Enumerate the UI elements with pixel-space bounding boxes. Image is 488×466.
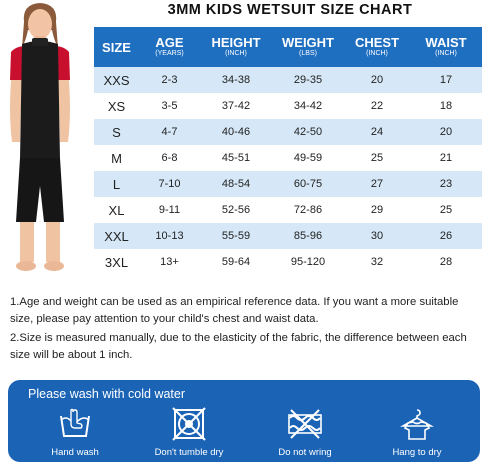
care-item-no-tumble-dry: Don't tumble dry [144,406,234,458]
chest-cell: 32 [370,256,384,268]
header-height: HEIGHT (INCH) [200,27,272,67]
waist-cell: 28 [439,256,453,268]
waist-cell: 17 [410,67,482,93]
height-cell: 37-42 [221,100,251,112]
table-row: L 7-10 48-54 60-75 27 23 [94,171,482,197]
notes: 1.Age and weight can be used as an empir… [10,294,480,364]
age-cell: 10-13 [139,223,200,249]
chest-cell: 30 [344,223,410,249]
chest-cell: 24 [344,119,410,145]
hand-wash-icon [60,408,90,437]
care-label: Don't tumble dry [154,447,224,458]
no-wring-icon [288,409,322,439]
care-item-hand-wash: Hand wash [30,406,120,458]
header-size: SIZE [94,27,139,67]
care-title: Please wash with cold water [28,387,186,401]
size-cell: S [94,119,139,145]
waist-cell: 21 [439,152,453,164]
size-cell: M [111,150,122,166]
weight-cell: 85-96 [272,223,344,249]
height-cell: 40-46 [200,119,272,145]
table-row: S 4-7 40-46 42-50 24 20 [94,119,482,145]
care-item-hang-dry: Hang to dry [372,406,462,458]
waist-cell: 18 [439,100,453,112]
chart-title: 3MM KIDS WETSUIT SIZE CHART [167,2,413,18]
size-table: SIZE AGE (YEARS) HEIGHT (INCH) WEIGHT (LBS)… [94,27,482,275]
table-row: 3XL 13+ 59-64 95-120 32 28 [94,249,482,275]
header-chest: CHEST (INCH) [344,27,410,67]
age-cell: 7-10 [139,171,200,197]
weight-cell: 42-50 [272,119,344,145]
height-cell: 45-51 [221,152,251,164]
waist-cell: 26 [410,223,482,249]
care-label: Hang to dry [392,447,442,458]
size-cell: XL [108,202,125,218]
weight-cell: 60-75 [272,171,344,197]
weight-cell: 95-120 [290,256,326,268]
table-row: XL 9-11 52-56 72-86 29 25 [94,197,482,223]
age-cell: 3-5 [161,100,178,112]
size-cell: XXS [94,67,139,93]
weight-cell: 34-42 [293,100,323,112]
age-cell: 9-11 [158,204,181,216]
product-photo [10,3,70,271]
age-cell: 13+ [160,256,179,268]
age-cell: 4-7 [139,119,200,145]
height-cell: 59-64 [221,256,251,268]
chest-cell: 25 [370,152,384,164]
height-cell: 48-54 [200,171,272,197]
hang-dry-icon [399,409,435,440]
care-instructions-panel: Please wash with cold water Hand wash Do… [8,380,480,462]
chest-cell: 22 [370,100,384,112]
size-cell: XXL [94,223,139,249]
age-cell: 6-8 [161,152,178,164]
weight-cell: 49-59 [293,152,323,164]
size-cell: 3XL [104,254,129,270]
care-label: Do not wring [278,447,332,458]
care-item-no-wring: Do not wring [260,406,350,458]
waist-cell: 20 [410,119,482,145]
care-label: Hand wash [51,447,99,458]
header-row: SIZE AGE (YEARS) HEIGHT (INCH) WEIGHT (LBS)… [94,27,482,67]
age-cell: 2-3 [139,67,200,93]
waist-cell: 23 [410,171,482,197]
table-row: XXL 10-13 55-59 85-96 30 26 [94,223,482,249]
chest-cell: 29 [370,204,384,216]
note-age-weight: 1.Age and weight can be used as an empir… [10,296,459,325]
header-age: AGE (YEARS) [139,27,200,67]
table-row: XS 3-5 37-42 34-42 22 18 [94,93,482,119]
header-weight: WEIGHT (LBS) [272,27,344,67]
no-tumble-dry-icon [172,407,206,441]
weight-cell: 72-86 [293,204,323,216]
table-row: M 6-8 45-51 49-59 25 21 [94,145,482,171]
height-cell: 55-59 [200,223,272,249]
height-cell: 52-56 [221,204,251,216]
header-waist: WAIST (INCH) [410,27,482,67]
height-cell: 34-38 [200,67,272,93]
chest-cell: 27 [344,171,410,197]
size-cell: XS [107,98,126,114]
size-cell: L [94,171,139,197]
chest-cell: 20 [344,67,410,93]
weight-cell: 29-35 [272,67,344,93]
note-measurement: 2.Size is measured manually, due to the … [10,332,467,361]
table-row: XXS 2-3 34-38 29-35 20 17 [94,67,482,93]
waist-cell: 25 [439,204,453,216]
